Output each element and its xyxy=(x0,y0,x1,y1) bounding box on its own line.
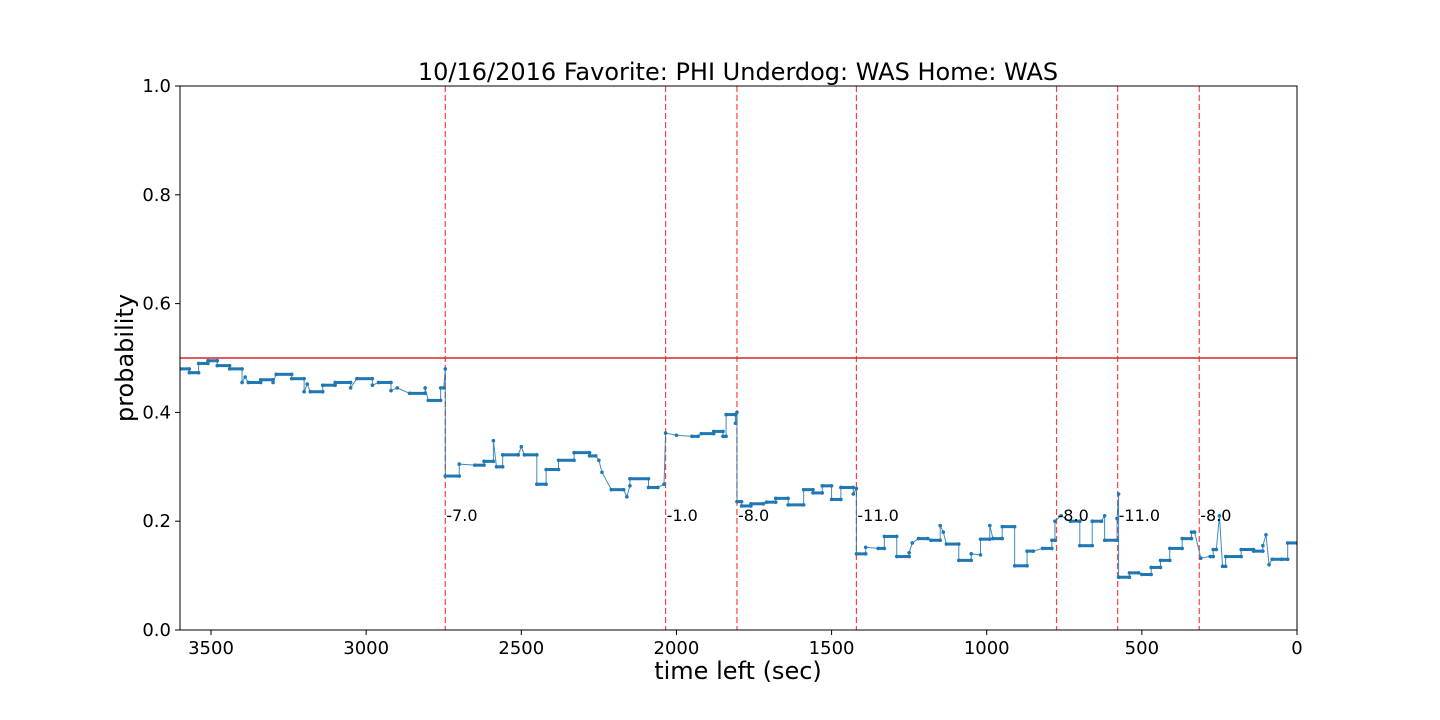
data-point xyxy=(733,421,738,426)
y-axis: 0.0 0.2 0.4 0.6 0.8 1.0 xyxy=(142,76,180,641)
data-point xyxy=(600,470,604,475)
data-point xyxy=(240,380,244,385)
x-tick-label: 0 xyxy=(1291,638,1302,659)
y-tick-label: 0.0 xyxy=(142,620,171,641)
data-point xyxy=(457,462,462,466)
event-label: -8.0 xyxy=(1058,506,1089,525)
data-point xyxy=(1053,519,1057,523)
data-point xyxy=(988,523,992,528)
data-point xyxy=(271,380,275,385)
data-point xyxy=(1115,516,1119,521)
event-label: -8.0 xyxy=(1200,506,1231,525)
data-point xyxy=(1059,513,1063,518)
y-tick-label: 0.8 xyxy=(142,185,171,206)
x-tick-label: 2500 xyxy=(498,638,544,659)
data-point xyxy=(854,486,859,491)
data-point xyxy=(674,433,679,438)
data-point xyxy=(389,388,393,393)
data-point xyxy=(302,389,306,394)
x-axis: 3500 3000 2500 2000 1500 1000 500 0 xyxy=(188,630,1303,659)
data-point xyxy=(969,552,974,556)
data-point xyxy=(1264,533,1268,537)
data-point xyxy=(938,523,942,528)
x-tick-label: 3000 xyxy=(343,638,389,659)
y-tick-label: 1.0 xyxy=(142,76,171,97)
y-tick-label: 0.4 xyxy=(142,402,171,423)
plot-frame xyxy=(179,85,1298,631)
data-point xyxy=(370,383,375,388)
data-point xyxy=(423,386,427,390)
y-tick-label: 0.2 xyxy=(142,511,171,532)
data-point xyxy=(735,410,739,415)
data-point xyxy=(941,530,946,534)
data-point xyxy=(1102,513,1107,518)
data-point xyxy=(663,431,668,435)
x-tick-label: 2000 xyxy=(654,638,700,659)
data-point xyxy=(519,444,524,449)
x-axis-title: time left (sec) xyxy=(654,657,822,685)
x-tick-label: 1500 xyxy=(809,638,855,659)
data-point xyxy=(1116,492,1121,496)
data-point xyxy=(628,484,632,488)
data-point xyxy=(1217,513,1222,518)
event-labels: -7.0 -1.0 -8.0 -11.0 -8.0 -11.0 -8.0 xyxy=(446,506,1231,525)
y-tick-label: 0.6 xyxy=(142,294,171,315)
event-label: -11.0 xyxy=(857,506,898,525)
event-label: -8.0 xyxy=(738,506,769,525)
data-point xyxy=(395,386,399,390)
data-point xyxy=(305,382,310,386)
data-point xyxy=(1199,556,1203,560)
data-point xyxy=(978,553,983,557)
data-point xyxy=(1267,562,1271,567)
data-point xyxy=(662,482,666,487)
x-tick-label: 3500 xyxy=(188,638,234,659)
event-label: -1.0 xyxy=(667,506,698,525)
series-line xyxy=(180,360,1297,578)
data-point xyxy=(910,541,915,545)
data-point xyxy=(1261,543,1265,548)
y-axis-title: probability xyxy=(111,294,139,422)
series-group xyxy=(180,358,1297,580)
data-point xyxy=(443,367,448,371)
data-point xyxy=(625,494,629,499)
event-label: -11.0 xyxy=(1119,506,1160,525)
data-point xyxy=(348,386,353,390)
data-point xyxy=(597,458,601,463)
chart-title: 10/16/2016 Favorite: PHI Underdog: WAS H… xyxy=(418,58,1058,86)
x-tick-label: 500 xyxy=(1125,638,1159,659)
data-point xyxy=(243,375,247,379)
data-point xyxy=(491,438,496,443)
data-point xyxy=(851,492,856,496)
x-tick-label: 1000 xyxy=(964,638,1010,659)
data-point xyxy=(907,550,911,555)
event-label: -7.0 xyxy=(446,506,477,525)
data-point xyxy=(863,545,868,550)
